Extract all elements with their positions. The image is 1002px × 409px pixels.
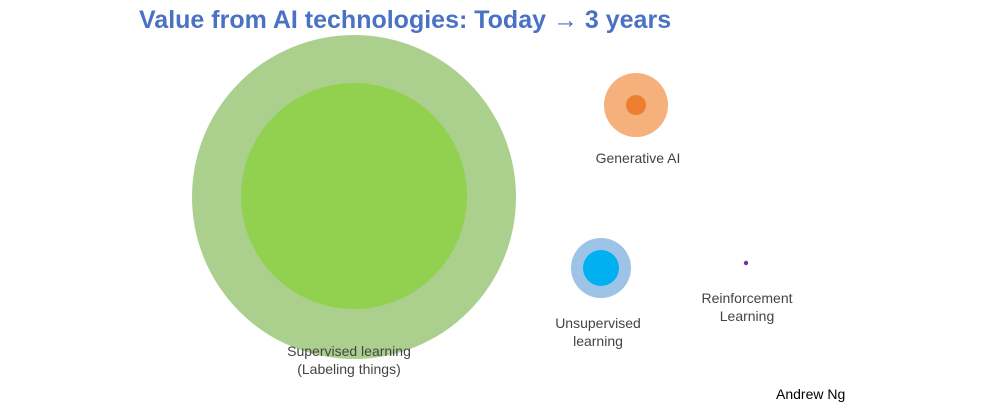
unsupervised-learning-label: Unsupervised learning xyxy=(538,314,658,350)
unsupervised-learning-label-line2: learning xyxy=(573,333,623,349)
supervised-learning-bubble xyxy=(192,35,516,359)
generative-ai-label: Generative AI xyxy=(578,149,698,167)
supervised-learning-label-line1: Supervised learning xyxy=(287,343,411,359)
unsupervised-learning-today-circle xyxy=(583,250,619,286)
reinforcement-learning-label-line2: Learning xyxy=(719,308,775,324)
unsupervised-learning-label-line1: Unsupervised xyxy=(555,315,641,331)
supervised-learning-label: Supervised learning (Labeling things) xyxy=(262,342,436,378)
author-credit: Andrew Ng xyxy=(776,386,846,402)
reinforcement-learning-label-line1: Reinforcement xyxy=(701,290,793,306)
generative-ai-bubble xyxy=(604,73,668,137)
supervised-learning-label-line2: (Labeling things) xyxy=(297,361,401,377)
generative-ai-label-line1: Generative AI xyxy=(595,150,681,166)
supervised-learning-today-circle xyxy=(241,83,467,309)
generative-ai-today-circle xyxy=(626,95,646,115)
reinforcement-learning-label: Reinforcement Learning xyxy=(687,289,807,325)
reinforcement-learning-dot xyxy=(743,260,749,266)
diagram-title: Value from AI technologies: Today → 3 ye… xyxy=(139,6,672,34)
reinforcement-learning-bubble xyxy=(743,260,749,266)
unsupervised-learning-bubble xyxy=(571,238,631,298)
